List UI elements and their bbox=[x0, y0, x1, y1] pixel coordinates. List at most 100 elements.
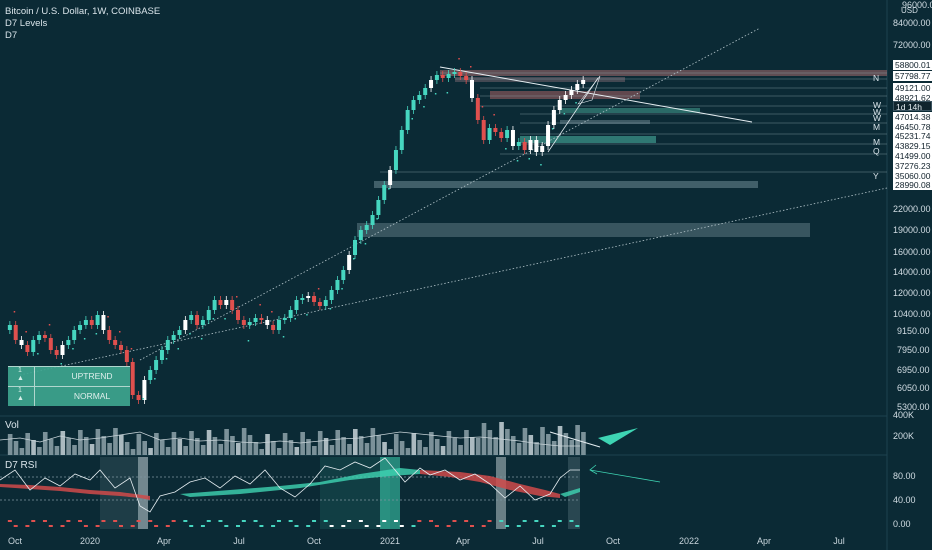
rsi-signal-marks bbox=[7, 520, 580, 527]
rsi-signal-mark bbox=[446, 525, 451, 527]
zone-57798 bbox=[455, 77, 625, 82]
volume-bar bbox=[159, 440, 165, 455]
indicator-title-d7: D7 bbox=[5, 30, 18, 41]
level-dot bbox=[37, 353, 39, 355]
level-dot bbox=[13, 311, 16, 313]
level-dot bbox=[294, 318, 296, 320]
level-dot bbox=[575, 102, 577, 104]
rsi-signal-mark bbox=[101, 520, 106, 522]
candle-body bbox=[388, 170, 393, 185]
candle-body bbox=[405, 110, 410, 130]
candle-body bbox=[154, 360, 159, 370]
rsi-signal-mark bbox=[429, 520, 434, 522]
candle-body bbox=[294, 300, 299, 310]
volume-bar bbox=[288, 440, 294, 455]
rsi-annotation-line bbox=[589, 469, 661, 483]
candle-body bbox=[329, 290, 334, 300]
volume-bar bbox=[399, 441, 405, 455]
candle-body bbox=[540, 146, 545, 152]
candle-body bbox=[72, 330, 77, 340]
volume-bar bbox=[236, 443, 241, 455]
candle-body bbox=[551, 110, 556, 125]
level-dot bbox=[540, 164, 542, 166]
candle-body bbox=[358, 230, 363, 240]
volume-arrow-icon bbox=[598, 428, 638, 445]
candle-body bbox=[265, 320, 270, 325]
candle-body bbox=[464, 76, 469, 80]
volume-bar bbox=[165, 447, 171, 455]
rsi-signal-mark bbox=[358, 520, 363, 522]
rsi-signal-mark bbox=[575, 525, 580, 527]
candle-body bbox=[60, 345, 65, 355]
price-tick: 22000.00 bbox=[893, 204, 931, 214]
level-dot bbox=[306, 314, 308, 316]
volume-bar bbox=[551, 441, 557, 455]
level-dot bbox=[423, 106, 425, 108]
level-dot bbox=[142, 398, 144, 400]
rsi-signal-mark bbox=[557, 520, 562, 522]
candle-body bbox=[83, 320, 88, 325]
volume-bar bbox=[370, 428, 376, 455]
time-tick: Oct bbox=[605, 536, 621, 546]
price-tick: 14000.00 bbox=[893, 267, 931, 277]
trendline-channel bbox=[547, 77, 599, 153]
candle-body bbox=[113, 340, 118, 345]
candle-body bbox=[54, 350, 59, 355]
rsi-signal-mark bbox=[83, 525, 88, 527]
volume-bar bbox=[429, 432, 434, 455]
level-dot bbox=[83, 338, 86, 340]
rsi-arrowhead-icon bbox=[589, 464, 598, 475]
level-lines bbox=[380, 72, 887, 173]
candle-body bbox=[306, 296, 311, 298]
volume-bar bbox=[195, 438, 200, 455]
up-arrow-icon: ▲ bbox=[17, 395, 24, 402]
rsi-signal-mark bbox=[183, 520, 188, 522]
volume-bar bbox=[300, 432, 305, 455]
volume-bar bbox=[189, 431, 194, 455]
rsi-signal-mark bbox=[13, 525, 18, 527]
volume-bar bbox=[411, 433, 417, 455]
volume-bar bbox=[487, 430, 493, 455]
rsi-signal-mark bbox=[271, 525, 276, 527]
rsi-signal-mark bbox=[464, 520, 469, 522]
volume-bar bbox=[124, 442, 130, 455]
candle-body bbox=[66, 340, 71, 345]
rsi-signal-mark bbox=[148, 520, 153, 522]
level-dot bbox=[329, 308, 332, 310]
candle-body bbox=[89, 320, 94, 325]
volume-bar bbox=[364, 443, 370, 455]
rsi-signal-mark bbox=[218, 520, 223, 522]
candle-body bbox=[475, 98, 480, 120]
level-dot bbox=[259, 304, 261, 306]
candle-body bbox=[434, 75, 439, 80]
candle-body bbox=[212, 300, 217, 310]
candle-body bbox=[183, 320, 188, 330]
volume-bar bbox=[25, 433, 30, 455]
volume-bar bbox=[563, 433, 569, 455]
level-letter: Y bbox=[873, 171, 879, 181]
level-dot bbox=[399, 148, 402, 150]
level-letter: Q bbox=[873, 146, 880, 156]
rsi-signal-mark bbox=[364, 525, 369, 527]
volume-bar bbox=[335, 430, 341, 455]
volume-bar bbox=[276, 448, 282, 455]
candle-body bbox=[271, 325, 276, 330]
volume-bar bbox=[458, 445, 463, 455]
volume-bar bbox=[271, 441, 276, 455]
indicator-title-d7-levels: D7 Levels bbox=[5, 18, 48, 29]
rsi-signal-mark bbox=[206, 520, 211, 522]
volume-bar bbox=[317, 431, 323, 455]
rsi-signal-mark bbox=[452, 520, 457, 522]
time-tick: Apr bbox=[455, 536, 471, 546]
zone-45231 bbox=[560, 120, 650, 124]
rsi-signal-mark bbox=[569, 520, 574, 522]
rsi-signal-mark bbox=[516, 525, 521, 527]
volume-bar bbox=[113, 428, 118, 455]
level-dots bbox=[13, 58, 577, 400]
price-level-box: 28990.08 bbox=[893, 180, 932, 190]
level-letter: N bbox=[873, 73, 880, 83]
candle-body bbox=[230, 300, 235, 310]
time-tick: 2021 bbox=[379, 536, 401, 546]
